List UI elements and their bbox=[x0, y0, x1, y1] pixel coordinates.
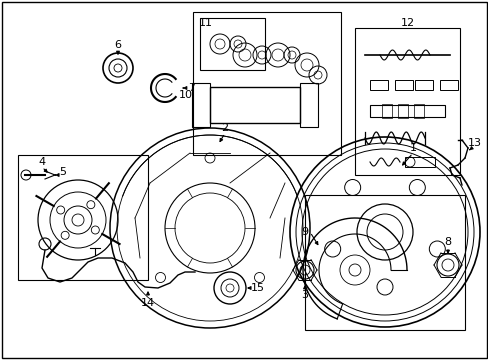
Text: 1: 1 bbox=[408, 143, 416, 153]
Text: 6: 6 bbox=[114, 40, 121, 50]
Text: 15: 15 bbox=[250, 283, 264, 293]
Text: 9: 9 bbox=[301, 227, 308, 237]
Text: 8: 8 bbox=[444, 237, 450, 247]
Text: 14: 14 bbox=[141, 298, 155, 308]
Text: 13: 13 bbox=[467, 138, 481, 148]
Text: 4: 4 bbox=[39, 157, 45, 167]
Text: 12: 12 bbox=[400, 18, 414, 28]
Text: 5: 5 bbox=[60, 167, 66, 177]
Text: 11: 11 bbox=[199, 18, 213, 28]
Text: 10: 10 bbox=[179, 90, 193, 100]
Text: 3: 3 bbox=[301, 290, 308, 300]
Text: 7: 7 bbox=[188, 83, 195, 93]
Text: 2: 2 bbox=[221, 123, 228, 133]
